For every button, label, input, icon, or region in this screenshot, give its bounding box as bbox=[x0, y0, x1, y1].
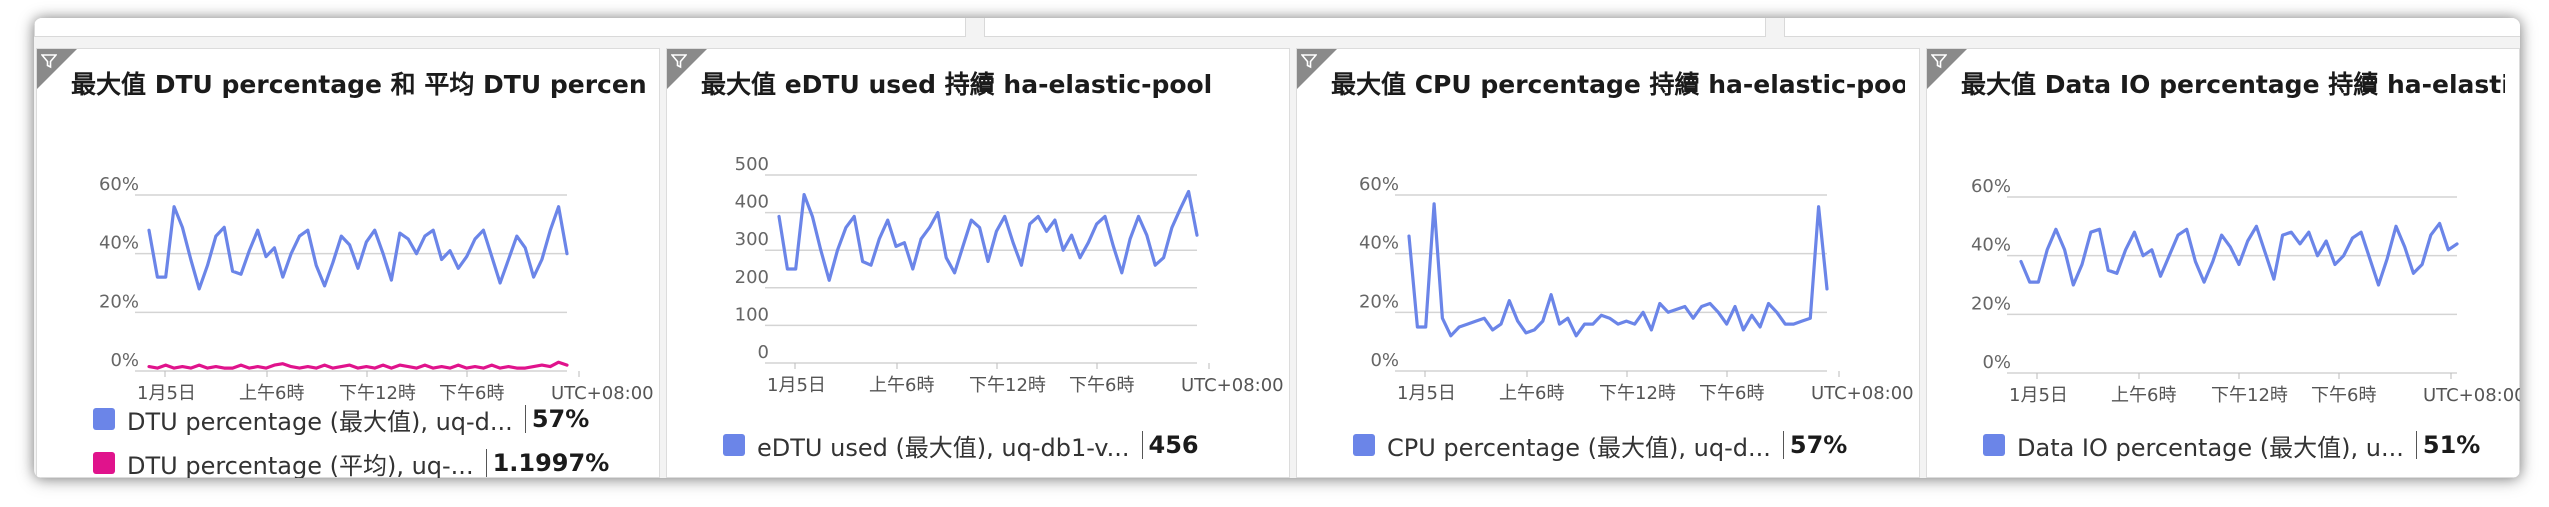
x-tick-label: 下午12時 bbox=[1599, 383, 1676, 404]
y-tick-label: 60% bbox=[1359, 174, 1399, 195]
legend-label: eDTU used (最大值), uq-db1-v... bbox=[757, 433, 1130, 462]
y-tick-label: 20% bbox=[1971, 293, 2011, 314]
top-strip bbox=[1784, 18, 2520, 37]
legend-swatch bbox=[723, 434, 745, 456]
y-tick-label: 200 bbox=[735, 267, 769, 288]
legend-label: CPU percentage (最大值), uq-d... bbox=[1387, 433, 1771, 462]
x-tick-label: UTC+08:00 bbox=[2423, 385, 2520, 406]
series-line[interactable] bbox=[2019, 221, 2459, 287]
series-line[interactable] bbox=[147, 205, 569, 291]
legend-swatch bbox=[1983, 434, 2005, 456]
x-tick-label: 1月5日 bbox=[1397, 383, 1456, 404]
legend-item[interactable]: Data IO percentage (最大值), u... 51% bbox=[1983, 425, 2480, 465]
x-tick-label: 下午12時 bbox=[2211, 385, 2288, 406]
filter-icon bbox=[1301, 54, 1317, 69]
y-tick-label: 40% bbox=[1971, 235, 2011, 256]
legend-item[interactable]: CPU percentage (最大值), uq-d... 57% bbox=[1353, 425, 1847, 465]
series-line[interactable] bbox=[1407, 202, 1829, 338]
y-tick-label: 0% bbox=[1982, 352, 2011, 373]
top-strip bbox=[34, 18, 966, 37]
legend-label: DTU percentage (最大值), uq-d... bbox=[127, 407, 513, 436]
legend-swatch bbox=[1353, 434, 1375, 456]
y-tick-label: 400 bbox=[735, 192, 769, 213]
x-tick-label: UTC+08:00 bbox=[551, 383, 654, 404]
dashboard-frame: 最大值 DTU percentage 和 平均 DTU percen... 0%… bbox=[34, 18, 2520, 478]
x-tick-label: 上午6時 bbox=[239, 383, 304, 404]
x-tick-label: 1月5日 bbox=[767, 375, 826, 396]
x-tick-label: 下午6時 bbox=[1699, 383, 1764, 404]
y-tick-label: 60% bbox=[99, 174, 139, 195]
x-tick-label: 上午6時 bbox=[869, 375, 934, 396]
legend-item[interactable]: DTU percentage (平均), uq-... 1.1997% bbox=[93, 443, 609, 478]
tile-title: 最大值 DTU percentage 和 平均 DTU percen... bbox=[71, 70, 645, 99]
legend-item[interactable]: DTU percentage (最大值), uq-d... 57% bbox=[93, 399, 589, 439]
line-chart-edtu[interactable]: 0 100 200 300 400 500 1月5日 上午6時 下午12時 下午6時 UTC+08:… bbox=[667, 119, 1291, 419]
y-tick-label: 0% bbox=[110, 350, 139, 371]
x-tick-label: 上午6時 bbox=[1499, 383, 1564, 404]
y-tick-label: 40% bbox=[1359, 233, 1399, 254]
top-strip bbox=[984, 18, 1766, 37]
x-tick-label: 下午12時 bbox=[969, 375, 1046, 396]
line-chart-cpu[interactable]: 0% 20% 40% 60% 1月5日 上午6時 下午12時 下午6時 UTC+08:00 bbox=[1297, 119, 1921, 419]
x-tick-label: 1月5日 bbox=[2009, 385, 2068, 406]
tile-title: 最大值 Data IO percentage 持續 ha-elastic-... bbox=[1961, 70, 2505, 99]
y-tick-label: 0% bbox=[1370, 350, 1399, 371]
legend-value: 51% bbox=[2415, 431, 2480, 459]
y-tick-label: 0 bbox=[758, 342, 769, 363]
x-tick-label: UTC+08:00 bbox=[1811, 383, 1914, 404]
x-tick-label: 上午6時 bbox=[2111, 385, 2176, 406]
x-tick-label: 下午6時 bbox=[2311, 385, 2376, 406]
y-tick-label: 20% bbox=[1359, 291, 1399, 312]
legend-swatch bbox=[93, 408, 115, 430]
x-tick-label: 下午6時 bbox=[439, 383, 504, 404]
chart-tile-edtu[interactable]: 最大值 eDTU used 持續 ha-elastic-pool 0 100 200… bbox=[666, 48, 1290, 478]
filter-icon bbox=[41, 54, 57, 69]
filter-icon bbox=[671, 54, 687, 69]
y-tick-label: 300 bbox=[735, 229, 769, 250]
y-tick-label: 40% bbox=[99, 233, 139, 254]
legend-swatch bbox=[93, 452, 115, 474]
chart-tile-cpu[interactable]: 最大值 CPU percentage 持續 ha-elastic-pool 0%… bbox=[1296, 48, 1920, 478]
legend-label: DTU percentage (平均), uq-... bbox=[127, 451, 474, 479]
y-tick-label: 20% bbox=[99, 291, 139, 312]
legend-value: 456 bbox=[1141, 431, 1199, 459]
legend-label: Data IO percentage (最大值), u... bbox=[2017, 433, 2404, 462]
tile-title: 最大值 eDTU used 持續 ha-elastic-pool bbox=[701, 70, 1213, 99]
chart-tile-dataio[interactable]: 最大值 Data IO percentage 持續 ha-elastic-...… bbox=[1926, 48, 2520, 478]
x-tick-label: UTC+08:00 bbox=[1181, 375, 1284, 396]
x-tick-label: 下午6時 bbox=[1069, 375, 1134, 396]
line-chart-dtu[interactable]: 0% 20% 40% 60% 1月5日 上午6時 下午12時 下午6時 UTC+08:00 bbox=[37, 119, 661, 419]
line-chart-dataio[interactable]: 0% 20% 40% 60% 1月5日 上午6時 下午12時 下午6時 UTC+08:00 bbox=[1927, 119, 2520, 419]
series-line[interactable] bbox=[777, 189, 1199, 282]
tile-title: 最大值 CPU percentage 持續 ha-elastic-pool bbox=[1331, 70, 1905, 99]
legend-item[interactable]: eDTU used (最大值), uq-db1-v... 456 bbox=[723, 425, 1199, 465]
x-tick-label: 1月5日 bbox=[137, 383, 196, 404]
legend-value: 57% bbox=[524, 405, 589, 433]
chart-tile-dtu[interactable]: 最大值 DTU percentage 和 平均 DTU percen... 0%… bbox=[36, 48, 660, 478]
y-tick-label: 500 bbox=[735, 154, 769, 175]
filter-icon bbox=[1931, 54, 1947, 69]
legend-value: 57% bbox=[1782, 431, 1847, 459]
series-line[interactable] bbox=[147, 360, 569, 370]
y-tick-label: 60% bbox=[1971, 176, 2011, 197]
y-tick-label: 100 bbox=[735, 304, 769, 325]
x-tick-label: 下午12時 bbox=[339, 383, 416, 404]
legend-value: 1.1997% bbox=[485, 449, 609, 477]
